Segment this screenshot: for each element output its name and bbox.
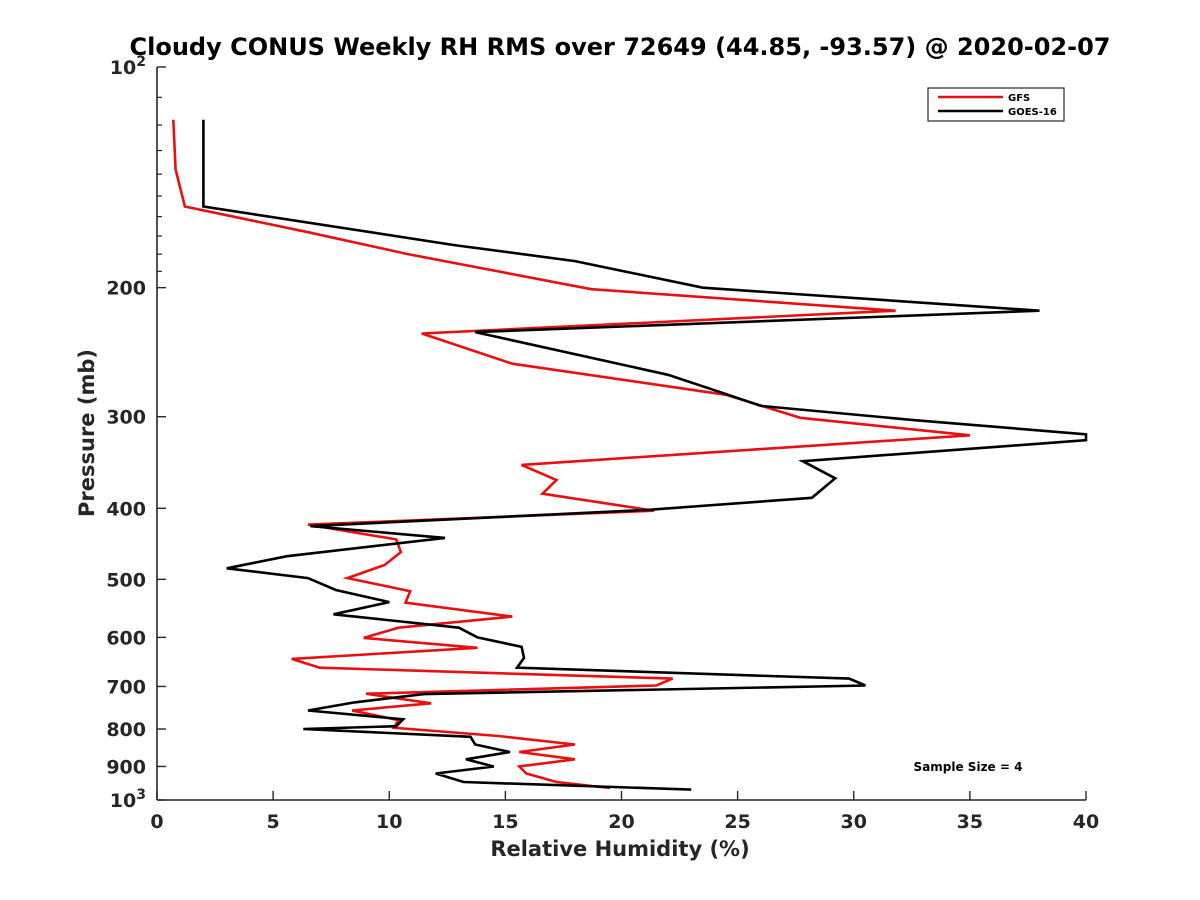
series-line-goes16 [202, 119, 1088, 791]
x-tick-label: 40 [1073, 811, 1099, 833]
x-tick-label: 10 [376, 811, 402, 833]
y-tick-label: 600 [106, 627, 146, 649]
legend-label-gfs: GFS [1008, 93, 1030, 104]
y-tick-label: 700 [106, 676, 146, 698]
x-tick-label: 5 [267, 811, 280, 833]
series-line-gfs [172, 119, 971, 790]
x-axis-label: Relative Humidity (%) [490, 837, 749, 861]
sample-size-annotation: Sample Size = 4 [914, 760, 1023, 774]
y-axis-label: Pressure (mb) [75, 349, 99, 517]
legend: GFS GOES-16 [927, 87, 1065, 122]
x-tick-label: 35 [957, 811, 983, 833]
x-axis-ticks: 0 5 10 15 20 25 30 35 40 [150, 791, 1099, 833]
y-tick-label: 300 [106, 407, 146, 429]
y-tick-label: 200 [106, 278, 146, 300]
y-tick-label: 500 [106, 569, 146, 591]
plot-lines [172, 119, 1088, 791]
x-tick-label: 15 [492, 811, 518, 833]
y-tick-label: 900 [106, 756, 146, 778]
x-tick-label: 0 [150, 811, 163, 833]
x-tick-label: 30 [841, 811, 867, 833]
legend-label-goes16: GOES-16 [1008, 107, 1057, 118]
y-tick-label: 400 [106, 498, 146, 520]
legend-box [927, 87, 1065, 122]
x-tick-label: 20 [608, 811, 634, 833]
y-tick-label: 800 [106, 719, 146, 741]
chart-title: Cloudy CONUS Weekly RH RMS over 72649 (4… [130, 33, 1111, 61]
x-tick-label: 25 [724, 811, 750, 833]
